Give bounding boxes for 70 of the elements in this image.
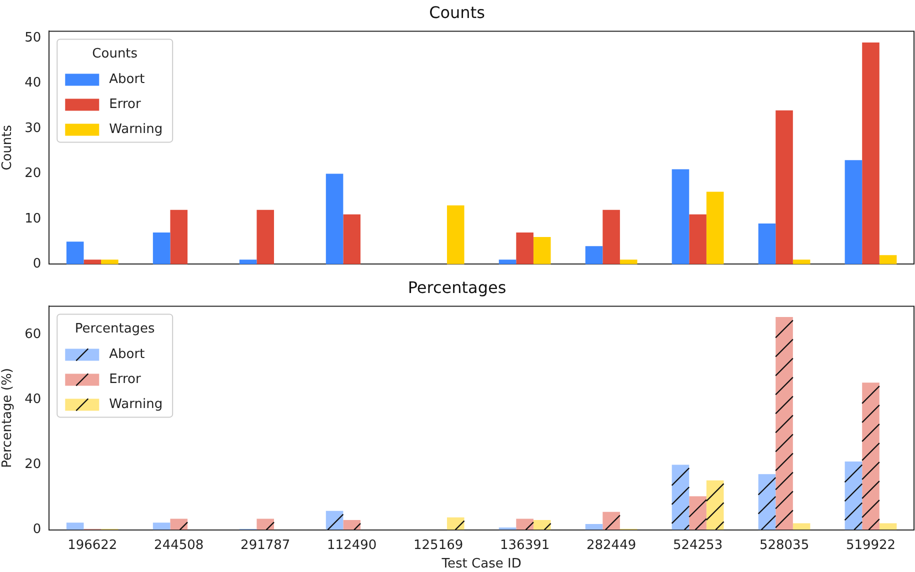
legend-title: Percentages	[74, 322, 156, 337]
bar	[498, 260, 516, 264]
legend-label: Warning	[109, 122, 163, 138]
bar	[256, 518, 274, 530]
bar	[706, 192, 724, 264]
legend-label: Abort	[109, 72, 145, 88]
bar	[326, 174, 344, 264]
bar	[585, 246, 603, 264]
y-tick-label: 40	[24, 76, 42, 91]
bar	[620, 260, 638, 264]
x-tick-label: 282449	[586, 538, 636, 553]
bar	[152, 522, 170, 530]
legend-title: Counts	[92, 46, 138, 62]
y-tick-label: 20	[24, 166, 42, 182]
bar	[516, 232, 534, 264]
x-tick-label: 125169	[414, 538, 464, 553]
legend-label: Warning	[109, 397, 163, 412]
bar	[516, 518, 534, 530]
bar	[602, 210, 620, 264]
bar	[446, 517, 464, 530]
bar	[862, 42, 880, 264]
bar	[101, 260, 118, 264]
bar	[446, 205, 464, 264]
x-tick-label: 528035	[759, 538, 810, 553]
x-tick-label: 244508	[154, 538, 204, 553]
y-tick-label: 0	[32, 522, 42, 538]
bar	[170, 518, 188, 530]
y-axis-title: Counts	[0, 124, 16, 170]
chart-title: Percentages	[408, 278, 506, 297]
bar	[84, 260, 102, 264]
bar	[792, 523, 810, 530]
y-axis-title: Percentage (%)	[0, 368, 16, 468]
y-tick-label: 60	[24, 326, 42, 342]
y-tick-label: 10	[24, 211, 42, 226]
x-tick-label: 136391	[500, 538, 550, 553]
y-tick-label: 50	[24, 30, 42, 46]
bar	[256, 210, 274, 264]
bar	[170, 210, 188, 264]
y-tick-label: 40	[24, 392, 42, 407]
y-tick-label: 30	[24, 120, 42, 136]
x-tick-label: 112490	[327, 538, 377, 553]
bar	[602, 512, 620, 530]
bar	[844, 160, 862, 264]
legend-label: Abort	[109, 347, 145, 362]
bar	[343, 520, 360, 530]
bar	[776, 110, 793, 264]
bar	[152, 232, 170, 264]
bar	[239, 260, 257, 264]
y-tick-label: 0	[32, 256, 42, 272]
bar	[66, 242, 84, 264]
bar	[533, 520, 551, 530]
bar	[343, 214, 360, 264]
x-axis-title: Test Case ID	[440, 556, 522, 572]
bar	[689, 214, 706, 264]
x-tick-label: 519922	[846, 538, 896, 553]
x-tick-label: 524253	[672, 538, 723, 553]
x-tick-label: 196622	[68, 538, 118, 553]
legend-label: Error	[109, 372, 142, 388]
y-tick-label: 20	[24, 457, 42, 472]
bar	[585, 524, 603, 530]
bar	[66, 522, 84, 530]
x-tick-label: 291787	[240, 538, 290, 553]
legend-label: Error	[109, 97, 142, 112]
bar	[879, 255, 897, 264]
bar	[879, 523, 897, 530]
chart-title: Counts	[429, 2, 485, 22]
bar	[672, 169, 690, 264]
bar	[758, 223, 776, 264]
bar	[792, 260, 810, 264]
bar	[533, 237, 551, 264]
